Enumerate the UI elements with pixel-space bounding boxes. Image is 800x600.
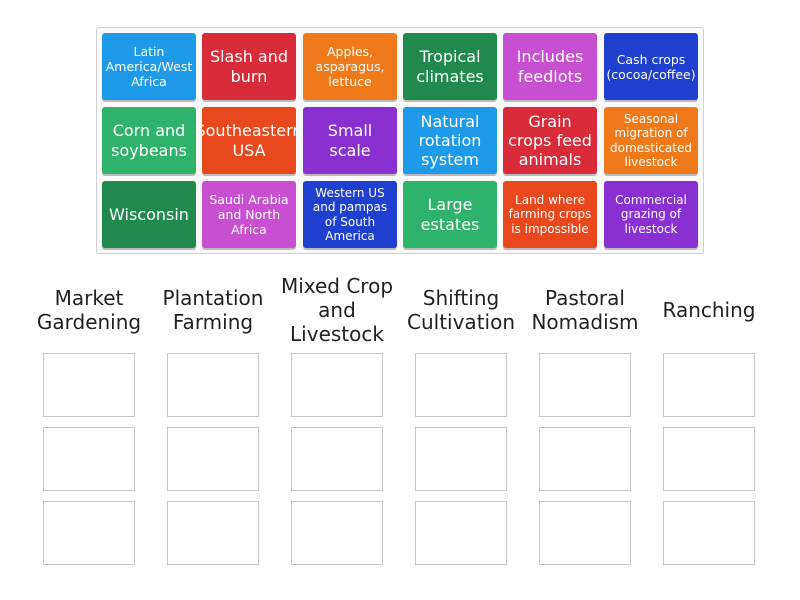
drop-zone[interactable] [663, 501, 755, 565]
category-heading: Market Gardening [36, 286, 142, 334]
sort-card[interactable]: Commercial grazing of livestock [604, 181, 698, 248]
card-tray [96, 27, 704, 254]
sort-card[interactable]: Seasonal migration of domesticated lives… [604, 107, 698, 174]
drop-zone[interactable] [167, 353, 259, 417]
drop-zone[interactable] [43, 353, 135, 417]
drop-zone[interactable] [663, 427, 755, 491]
category-heading: Plantation Farming [162, 286, 264, 334]
sort-card[interactable]: Corn and soybeans [102, 107, 196, 174]
sort-card[interactable]: Latin America/West Africa [102, 33, 196, 100]
category-heading: Ranching [662, 298, 756, 322]
drop-zone[interactable] [291, 353, 383, 417]
category-heading: Mixed Crop and Livestock [280, 274, 394, 346]
sort-card[interactable]: Includes feedlots [503, 33, 597, 100]
drop-zone[interactable] [291, 427, 383, 491]
drop-zone[interactable] [43, 427, 135, 491]
drop-zone[interactable] [167, 427, 259, 491]
category-heading: Pastoral Nomadism [531, 286, 639, 334]
drop-zone[interactable] [539, 501, 631, 565]
drop-zone[interactable] [539, 427, 631, 491]
sort-card[interactable]: Wisconsin [102, 181, 196, 248]
sort-card[interactable]: Large estates [403, 181, 497, 248]
drop-zone[interactable] [43, 501, 135, 565]
sort-card[interactable]: Southeastern USA [195, 107, 303, 174]
drop-zone[interactable] [663, 353, 755, 417]
sort-card[interactable]: Land where farming crops is impossible [503, 181, 597, 248]
drop-zone[interactable] [415, 353, 507, 417]
drop-zone[interactable] [415, 427, 507, 491]
sort-card[interactable]: Saudi Arabia and North Africa [202, 181, 296, 248]
sort-card[interactable]: Cash crops (cocoa/coffee) [604, 33, 698, 100]
drop-zone[interactable] [167, 501, 259, 565]
sort-card[interactable]: Grain crops feed animals [503, 107, 597, 174]
drop-zone[interactable] [415, 501, 507, 565]
drop-zone[interactable] [291, 501, 383, 565]
sort-card[interactable]: Western US and pampas of South America [303, 181, 397, 248]
sort-card[interactable]: Natural rotation system [403, 107, 497, 174]
sort-card[interactable]: Tropical climates [403, 33, 497, 100]
sort-card[interactable]: Apples, asparagus, lettuce [303, 33, 397, 100]
sort-card[interactable]: Small scale [303, 107, 397, 174]
drop-zone[interactable] [539, 353, 631, 417]
category-heading: Shifting Cultivation [407, 286, 515, 334]
sort-card[interactable]: Slash and burn [202, 33, 296, 100]
